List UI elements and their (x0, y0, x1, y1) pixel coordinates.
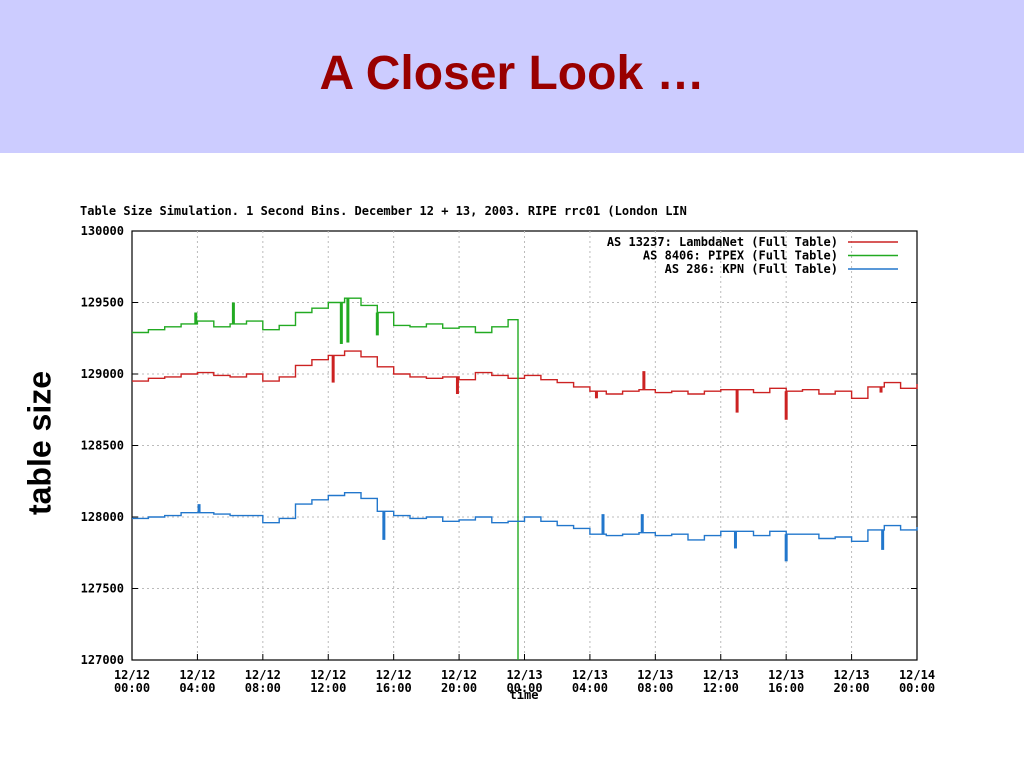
x-tick-label: 08:00 (245, 681, 281, 695)
x-tick-label: 12/12 (179, 668, 215, 682)
x-tick-label: 00:00 (114, 681, 150, 695)
x-tick-label: 16:00 (768, 681, 804, 695)
legend-entry-label: AS 286: KPN (Full Table) (665, 262, 838, 276)
x-tick-label: 12/13 (637, 668, 673, 682)
x-tick-label: 12/13 (506, 668, 542, 682)
x-tick-label: 20:00 (441, 681, 477, 695)
x-tick-label: 04:00 (572, 681, 608, 695)
axes: 127000 127500 128000 128500 129000 129500 1300… (81, 224, 935, 695)
x-tick-label: 12/12 (376, 668, 412, 682)
x-tick-label: 00:00 (899, 681, 935, 695)
x-tick-label: 12/13 (703, 668, 739, 682)
x-tick-label: 16:00 (376, 681, 412, 695)
series-line (132, 297, 519, 660)
y-tick-label: 129500 (81, 296, 124, 310)
grid (132, 231, 917, 660)
x-tick-label: 04:00 (179, 681, 215, 695)
y-tick-label: 128500 (81, 439, 124, 453)
x-tick-label: 12/13 (572, 668, 608, 682)
legend-entry-label: AS 13237: LambdaNet (Full Table) (607, 235, 838, 249)
x-tick-label: 08:00 (637, 681, 673, 695)
x-tick-label: 12/14 (899, 668, 935, 682)
x-tick-label: 00:00 (506, 681, 542, 695)
legend: AS 13237: LambdaNet (Full Table)AS 8406:… (607, 235, 898, 276)
series-line (132, 492, 918, 542)
series-layer (132, 297, 918, 660)
legend-entry-label: AS 8406: PIPEX (Full Table) (643, 249, 838, 263)
x-tick-label: 20:00 (834, 681, 870, 695)
chart-title: Table Size Simulation. 1 Second Bins. De… (80, 204, 687, 218)
y-tick-label: 129000 (81, 367, 124, 381)
x-axis-label: time (510, 688, 539, 702)
x-tick-label: 12/13 (768, 668, 804, 682)
x-tick-label: 12/12 (441, 668, 477, 682)
x-tick-label: 12/12 (114, 668, 150, 682)
x-tick-label: 12:00 (310, 681, 346, 695)
series-line (132, 350, 918, 399)
title-band (0, 0, 1024, 153)
y-tick-label: 130000 (81, 224, 124, 238)
y-tick-label: 128000 (81, 510, 124, 524)
x-tick-label: 12/12 (245, 668, 281, 682)
x-tick-label: 12:00 (703, 681, 739, 695)
slide-title: A Closer Look … (319, 47, 705, 100)
y-tick-label: 127500 (81, 582, 124, 596)
x-tick-label: 12/13 (834, 668, 870, 682)
x-tick-label: 12/12 (310, 668, 346, 682)
y-tick-label: 127000 (81, 653, 124, 667)
plot-frame (131, 230, 918, 661)
